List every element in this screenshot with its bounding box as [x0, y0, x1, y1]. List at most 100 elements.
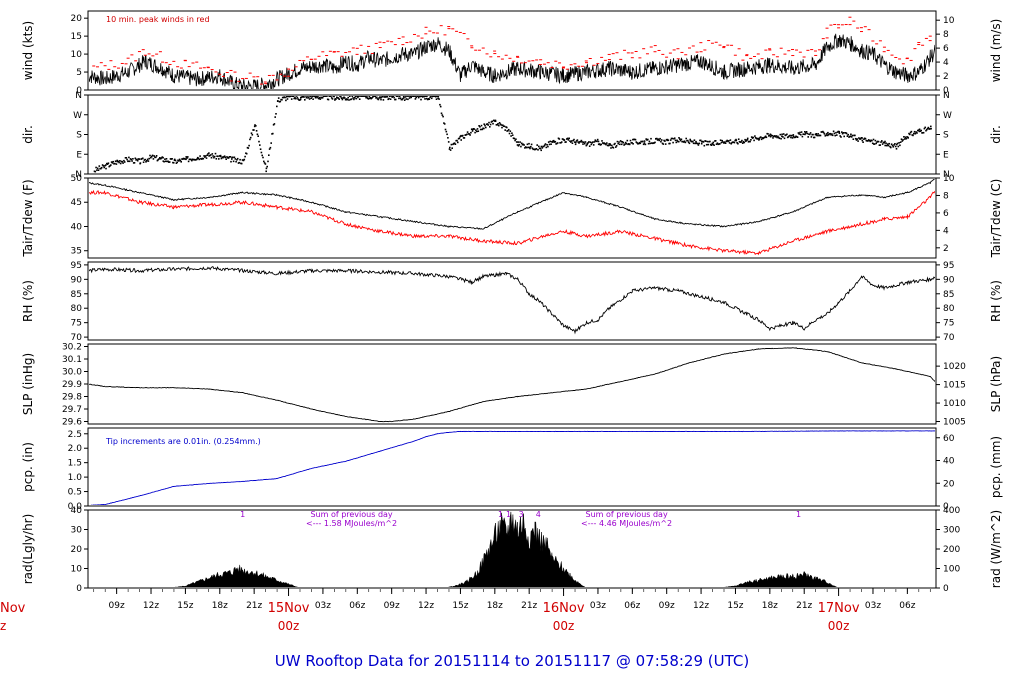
dir-point: [118, 161, 120, 164]
dir-point: [428, 98, 431, 100]
dir-point: [815, 133, 817, 135]
xtick-label: 03z: [865, 601, 881, 611]
dir-point: [594, 139, 597, 141]
dir-point: [316, 96, 318, 99]
dir-point: [621, 141, 624, 143]
dir-point: [515, 141, 518, 143]
dir-point: [349, 98, 352, 101]
day-label-date: 17Nov: [818, 601, 860, 616]
dir-point: [366, 96, 368, 98]
dir-point: [486, 123, 489, 125]
dir-point: [511, 132, 513, 134]
dir-point: [752, 136, 755, 139]
dir-point: [236, 159, 238, 161]
dir-point: [186, 157, 188, 159]
dir-point: [728, 142, 731, 144]
dir-point: [647, 142, 650, 145]
dir-point: [526, 143, 529, 146]
dir-point: [550, 143, 552, 145]
dir-point: [540, 145, 543, 148]
ytick-label-right: 0: [943, 502, 949, 512]
dir-point: [389, 98, 392, 100]
dir-point: [625, 143, 628, 145]
dir-point: [642, 140, 644, 143]
dir-point: [173, 158, 176, 161]
dir-point: [399, 97, 402, 99]
dir-point: [851, 134, 854, 137]
dir-point: [146, 160, 148, 162]
dir-point: [826, 134, 829, 137]
dir-point: [822, 131, 825, 134]
ytick-label: 35: [71, 247, 82, 257]
ytick-label-right: 6: [943, 44, 949, 54]
dir-point: [809, 133, 811, 136]
dir-point: [204, 156, 206, 158]
dir-point: [392, 96, 395, 97]
dir-point: [473, 128, 476, 130]
dir-point: [496, 124, 498, 126]
dir-point: [128, 160, 131, 163]
dir-point: [162, 156, 164, 159]
dir-point: [306, 96, 308, 97]
dir-point: [98, 165, 101, 167]
dir-point: [327, 98, 330, 101]
xtick-label: 21z: [521, 601, 537, 611]
dir-point: [376, 96, 378, 99]
dir-point: [340, 96, 342, 98]
dir-point: [767, 133, 769, 135]
dir-point: [838, 132, 841, 135]
dir-point: [696, 142, 699, 145]
dir-point: [776, 136, 778, 139]
dir-point: [235, 160, 237, 163]
dir-point: [477, 130, 480, 132]
ytick-label: 30.1: [62, 355, 82, 365]
dir-point: [536, 144, 538, 146]
dir-point: [693, 139, 696, 141]
dir-point: [840, 136, 842, 138]
dir-point: [660, 140, 662, 143]
dir-point: [112, 160, 114, 163]
dir-point: [508, 132, 511, 135]
dir-point: [632, 143, 634, 145]
series-temp-1: [89, 189, 935, 256]
dir-point: [650, 137, 652, 140]
dir-point: [312, 98, 314, 100]
dir-point: [107, 162, 110, 164]
dir-point: [155, 155, 158, 157]
dir-point: [849, 135, 852, 138]
dir-point: [423, 96, 425, 98]
dir-point: [213, 155, 216, 158]
dir-point: [258, 140, 260, 143]
dir-point: [376, 98, 379, 100]
dir-point: [709, 140, 711, 143]
dir-point: [684, 141, 687, 144]
dir-point: [772, 137, 774, 139]
dir-point: [103, 166, 105, 169]
dir-point: [578, 142, 580, 144]
ytick-label: E: [76, 150, 82, 160]
dir-point: [190, 158, 192, 161]
dir-point: [745, 140, 747, 142]
dir-point: [918, 130, 921, 133]
dir-point: [215, 158, 218, 160]
dir-point: [758, 138, 760, 140]
dir-point: [574, 143, 577, 146]
dir-point: [101, 164, 104, 166]
ytick-label: 75: [71, 319, 82, 329]
dir-point: [203, 155, 205, 157]
rad-annotation: <--- 1.58 MJoules/m^2: [306, 519, 397, 528]
dir-point: [567, 139, 570, 141]
dir-point: [333, 96, 335, 98]
dir-point: [787, 136, 790, 138]
dir-point: [854, 137, 857, 140]
rad-marker: 1: [240, 510, 245, 519]
dir-point: [875, 142, 877, 145]
dir-point: [884, 140, 886, 143]
dir-point: [588, 141, 590, 143]
dir-point: [770, 134, 773, 136]
dir-point: [294, 96, 296, 99]
rad-marker: 3: [519, 510, 524, 519]
dir-point: [377, 98, 380, 101]
